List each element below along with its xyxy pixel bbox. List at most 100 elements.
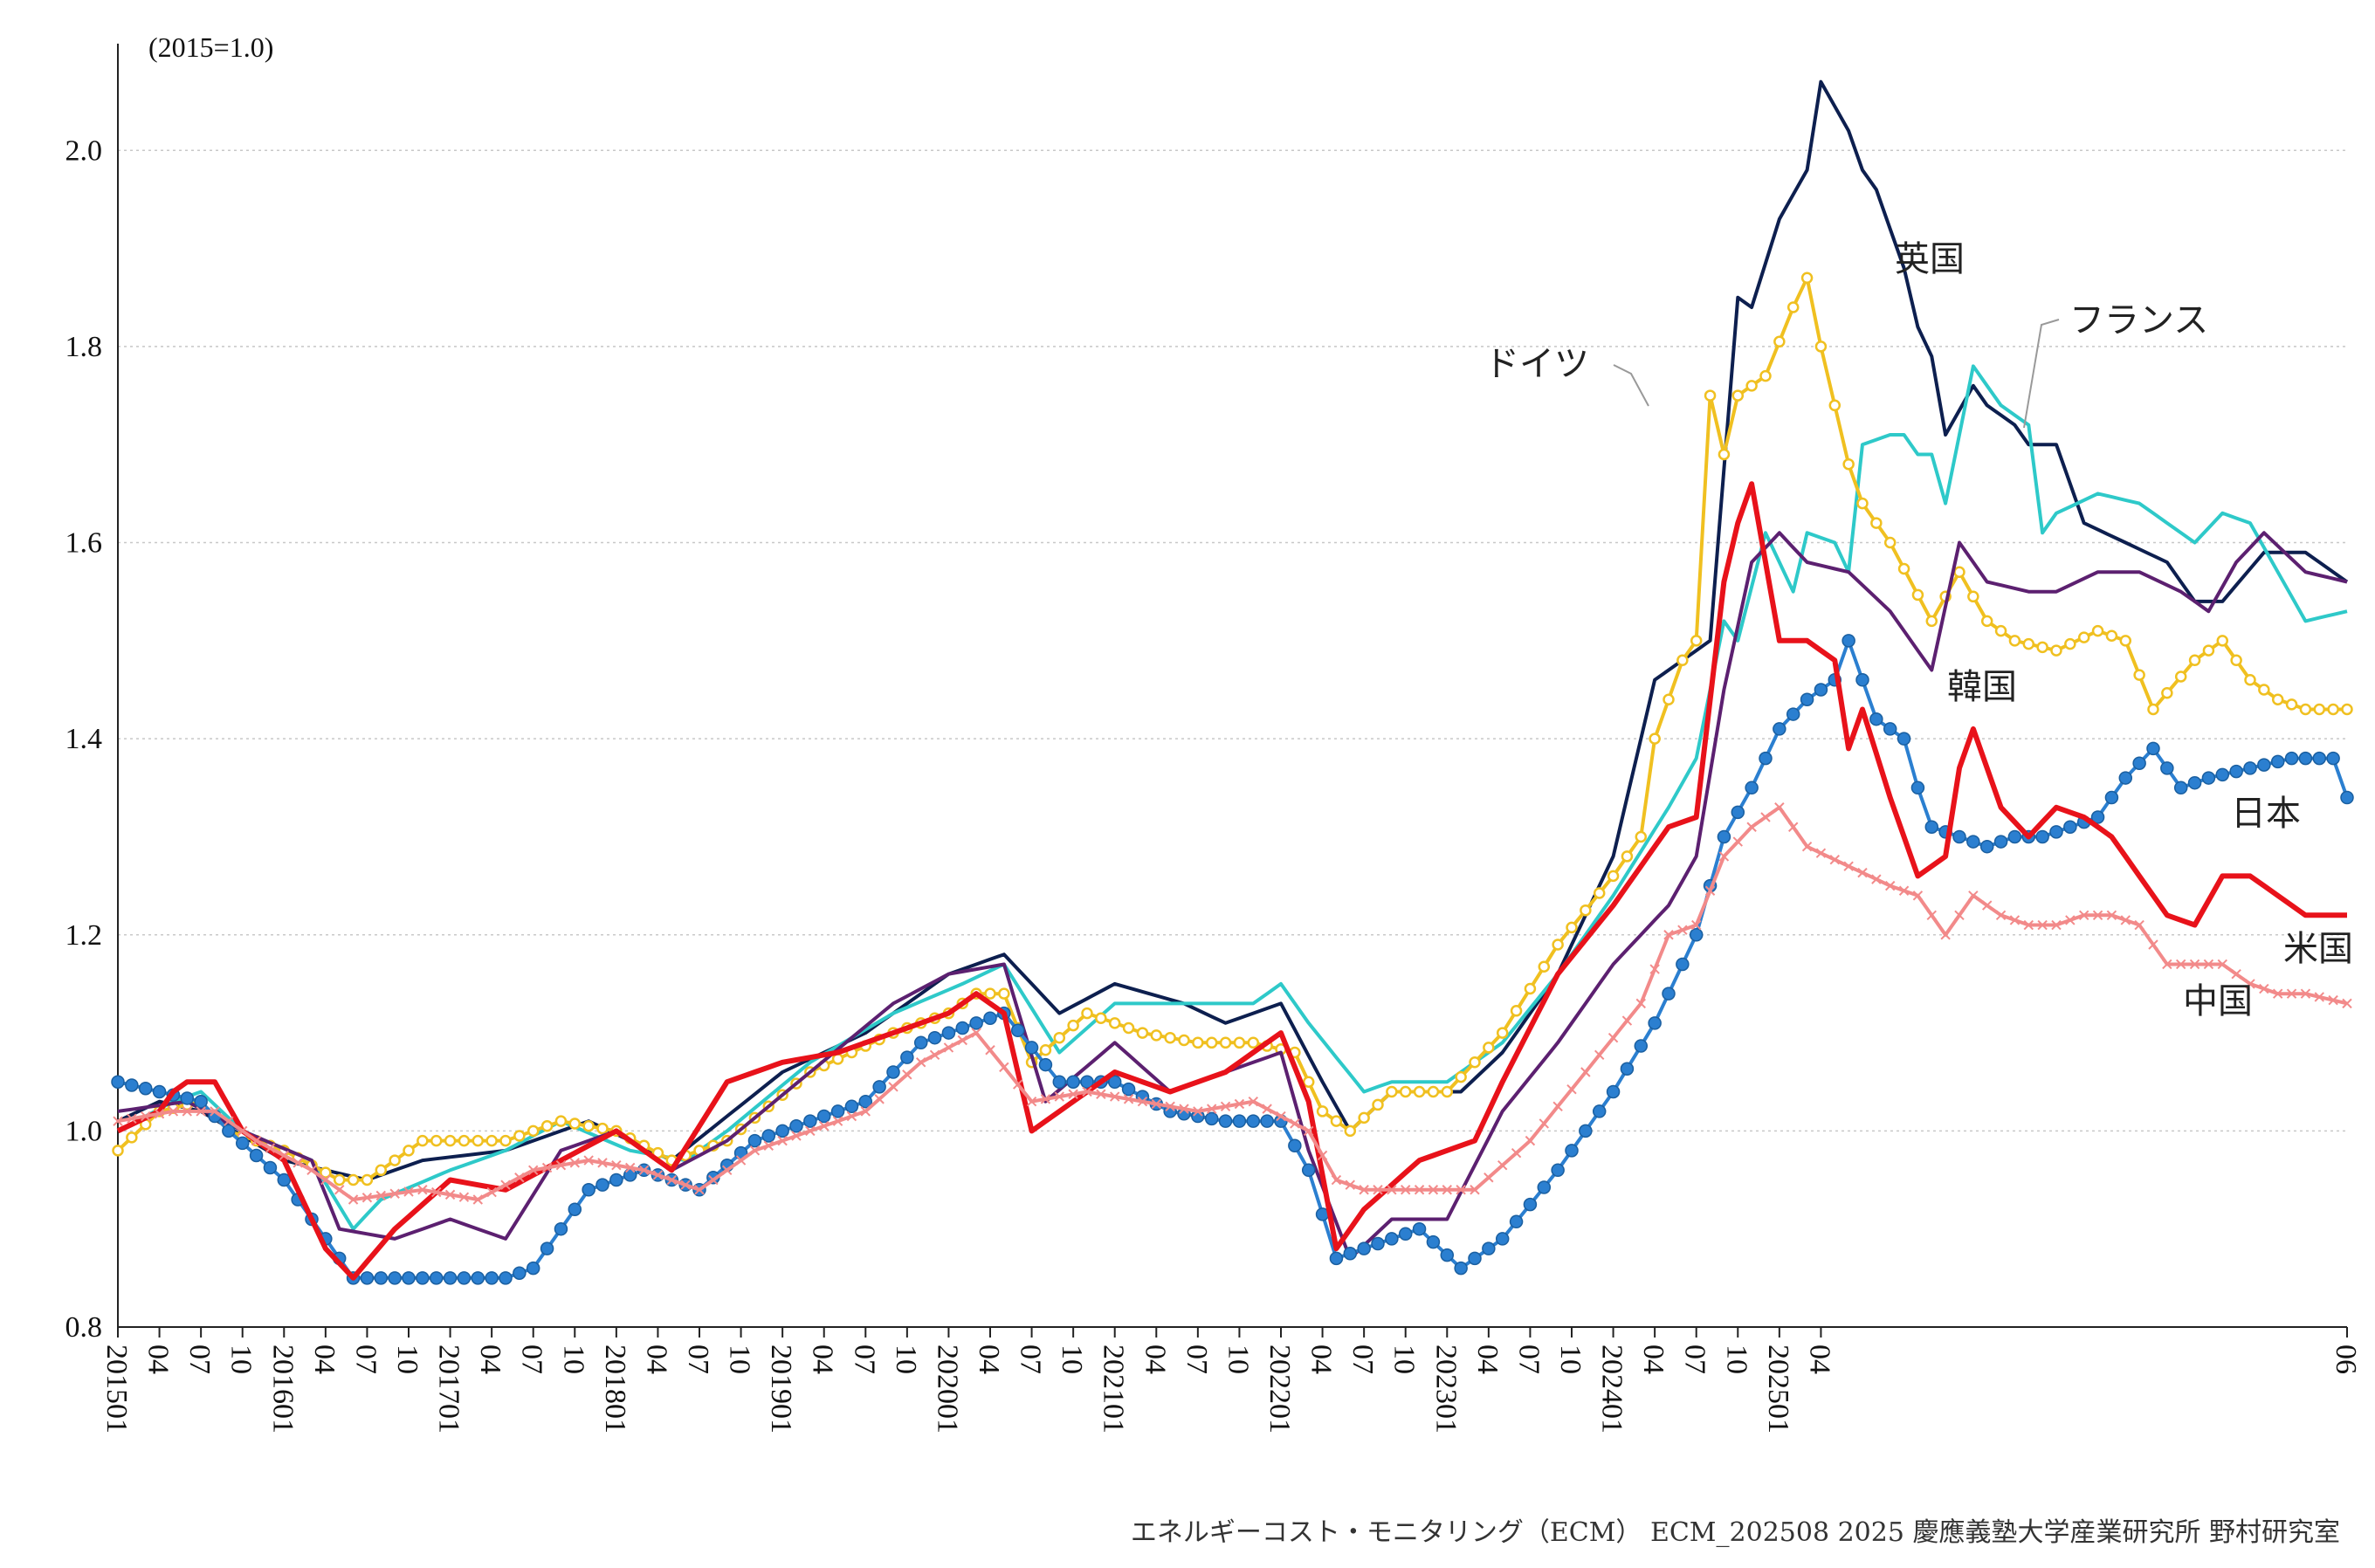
data-point [2244,674,2256,686]
data-point [403,1186,414,1197]
data-point [1387,1185,1397,1195]
x-tick-label: 202101 [1098,1344,1130,1434]
data-point [334,1185,345,1195]
data-point [1484,1173,1494,1183]
data-point [1566,1083,1577,1095]
data-point [1246,1114,1261,1128]
data-point [929,1049,940,1061]
data-point [1054,1091,1064,1102]
data-point [722,1165,733,1176]
data-point [2077,631,2090,643]
data-point [1925,615,1938,628]
data-point [251,1135,262,1146]
data-point [832,1116,843,1126]
data-point [1233,1036,1246,1049]
data-point [1801,841,1813,852]
data-point [1552,1101,1563,1112]
data-point [1026,1096,1037,1107]
data-point [1082,1086,1092,1097]
data-point [1482,1241,1496,1255]
data-point [1344,1124,1357,1138]
series-label: ドイツ [1484,344,1589,384]
data-point [1829,854,1840,865]
data-point [1151,1098,1161,1110]
data-point [1398,1227,1413,1241]
data-point [1980,615,1993,628]
data-point [1967,590,1979,603]
data-point [1247,1036,1260,1049]
data-point [1317,1150,1328,1161]
data-point [1329,1251,1344,1266]
data-point [152,1084,167,1099]
x-tick-label: 10 [391,1344,423,1374]
data-point [2174,671,2187,683]
data-point [431,1186,442,1198]
data-point [1552,939,1564,951]
data-point [1371,1236,1385,1251]
data-point [416,1134,429,1147]
data-point [1580,904,1592,917]
data-point [1691,919,1702,931]
data-point [927,1030,942,1045]
data-point [1911,588,1924,602]
data-point [2065,915,2076,925]
data-point [1497,1159,1508,1171]
data-point [457,1271,472,1285]
data-point [1857,867,1868,878]
data-point [1010,1023,1025,1038]
data-point [499,1134,512,1147]
data-point [2340,790,2354,805]
data-point [2119,635,2132,647]
data-point [182,1106,192,1117]
data-point [2341,703,2353,716]
data-point [2298,751,2313,766]
x-tick-label: 04 [1471,1344,1504,1374]
data-point [749,1145,761,1156]
data-point [141,1111,151,1122]
data-point [458,1192,470,1202]
data-point [2146,741,2160,756]
data-point [2009,915,2020,925]
data-point [224,1116,234,1126]
data-point [1897,562,1910,575]
data-point [1677,925,1688,935]
data-point [1290,1118,1300,1129]
data-point [1331,1174,1342,1186]
data-point [747,1133,762,1148]
data-point [638,1165,650,1176]
data-point [126,1131,138,1144]
series-label: 中国 [2183,981,2253,1021]
data-point [1704,389,1717,402]
data-point [2133,669,2145,681]
data-point [2257,758,2271,772]
data-point [389,1154,401,1166]
data-point [775,1124,789,1138]
data-point [625,1162,636,1173]
data-point [1982,900,1993,911]
data-point [983,1011,997,1025]
data-point [1871,874,1882,884]
data-point [1539,1118,1549,1129]
data-point [1883,536,1897,549]
data-point [1537,1180,1552,1194]
data-point [458,1134,471,1147]
leader-line-france [2023,319,2060,429]
data-point [1912,891,1924,901]
data-point [486,1186,497,1198]
data-point [1620,1062,1635,1076]
data-point [2173,781,2188,795]
data-point [2270,754,2285,769]
data-point [2342,998,2352,1009]
data-point [348,1194,359,1205]
data-point [761,1129,776,1143]
data-point [2217,959,2227,970]
data-point [1373,1185,1383,1195]
data-point [1523,1197,1538,1212]
data-point [1456,1185,1466,1195]
x-tick-label: 202001 [931,1344,963,1434]
data-point [2312,751,2327,766]
data-point [1883,722,1897,736]
data-point [2134,919,2144,931]
data-point [1358,1111,1370,1124]
